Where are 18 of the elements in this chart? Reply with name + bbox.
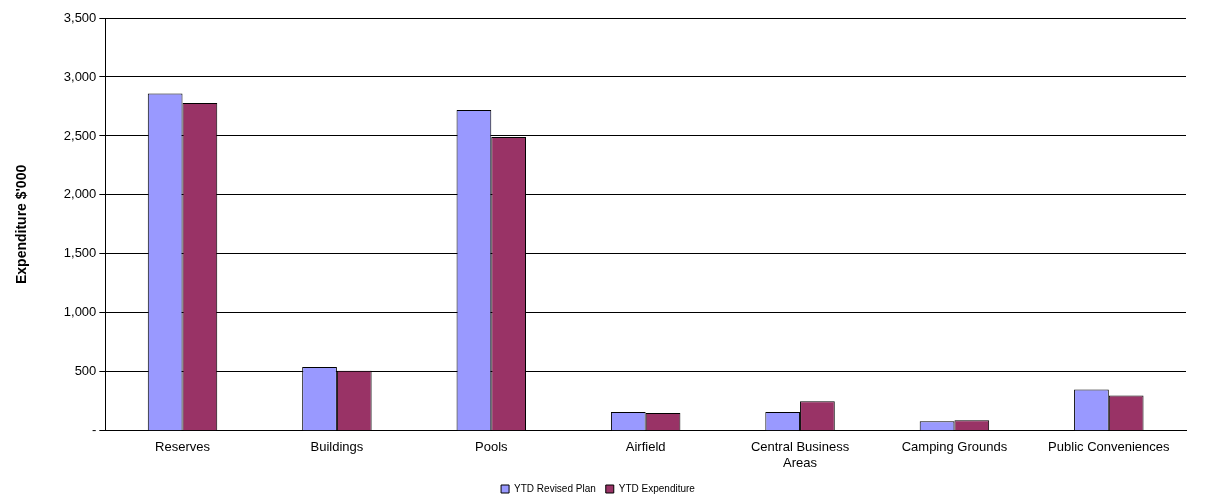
y-tick-label: 1,000 bbox=[63, 304, 97, 320]
legend-label: YTD Expenditure bbox=[618, 482, 696, 494]
x-tick-label: Public Conveniences bbox=[1048, 439, 1171, 455]
y-tick-label: 2,000 bbox=[63, 186, 97, 202]
x-tick-label: Buildings bbox=[310, 439, 364, 455]
y-tick-label: 1,500 bbox=[63, 245, 97, 261]
y-tick-label: 500 bbox=[74, 363, 97, 379]
y-axis-title: Expenditure $'000 bbox=[13, 164, 30, 285]
x-tick-label: Reserves bbox=[155, 439, 211, 455]
y-tick-label: 2,500 bbox=[63, 127, 97, 143]
y-tick-label: - bbox=[91, 422, 97, 438]
y-tick-label: 3,000 bbox=[63, 68, 97, 84]
x-tick-label: Camping Grounds bbox=[901, 439, 1008, 455]
y-tick-label: 3,500 bbox=[63, 9, 97, 25]
legend-label: YTD Revised Plan bbox=[514, 482, 596, 494]
x-tick-label: Central Business Areas bbox=[750, 439, 850, 470]
x-tick-label: Airfield bbox=[625, 439, 666, 455]
x-tick-label: Pools bbox=[475, 439, 509, 455]
